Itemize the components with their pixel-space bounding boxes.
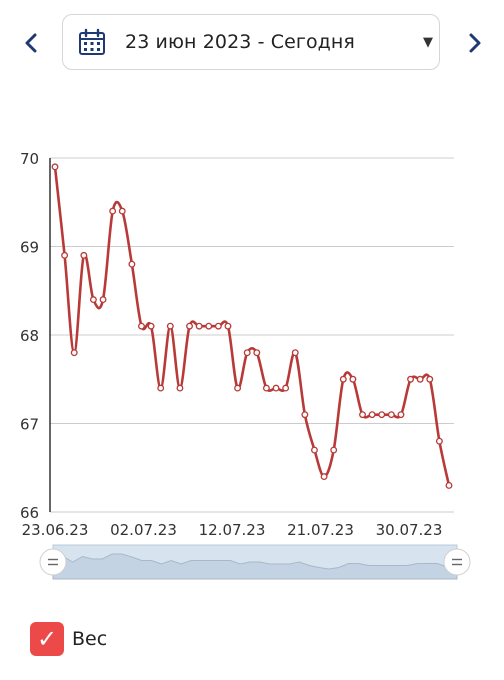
data-point [157,384,165,392]
data-point [118,207,126,215]
x-tick-label: 02.07.23 [110,521,177,539]
zoom-slider [39,544,471,580]
data-point [195,322,203,330]
data-point [70,349,78,357]
data-point [147,322,155,330]
y-tick-label: 66 [20,504,39,522]
weight-line-chart: 70 69 68 67 66 23.06.23 02.07.23 12.07.23 21.07… [20,150,471,580]
zoom-handle-left[interactable] [39,548,67,576]
chevron-left-icon [25,33,37,53]
next-period-button[interactable] [460,26,490,60]
data-point [416,375,424,383]
data-point [80,251,88,259]
data-point [301,411,309,419]
data-point [234,384,242,392]
data-point [166,322,174,330]
data-point [243,349,251,357]
data-points [51,163,453,489]
data-point [214,322,222,330]
checkmark-icon: ✓ [36,625,58,653]
y-tick-label: 70 [20,150,39,168]
data-point [291,349,299,357]
x-tick-label: 21.07.23 [287,521,354,539]
data-point [378,411,386,419]
data-point [186,322,193,330]
y-tick-label: 67 [20,416,39,434]
chevron-right-icon [469,33,481,53]
data-point [224,322,232,330]
data-point [407,375,415,383]
y-tick-label: 68 [20,327,39,345]
data-point [205,322,213,330]
zoom-handle-knob[interactable] [39,548,67,576]
data-point [272,384,280,392]
data-point [330,446,338,454]
legend-series-label: Вес [72,628,108,650]
data-point [349,375,357,383]
previous-period-button[interactable] [16,26,46,60]
date-range-select[interactable]: 23 июн 2023 - Сегодня ▼ [62,14,440,70]
data-point [99,296,107,304]
legend: ✓ Вес [30,622,107,656]
x-axis-tick-labels: 23.06.23 02.07.23 12.07.23 21.07.23 30.07.23 [22,521,443,539]
data-point [368,411,376,419]
data-point [109,207,117,215]
data-point [128,260,136,268]
data-point [339,375,347,383]
grid-lines [50,157,454,513]
data-point [262,384,270,392]
zoom-handle-knob[interactable] [443,548,471,576]
y-axis-tick-labels: 70 69 68 67 66 [20,150,39,522]
zoom-slider-preview [52,550,458,580]
data-point [311,446,318,454]
x-tick-label: 30.07.23 [376,521,443,539]
data-point [397,411,405,419]
data-point [282,384,290,392]
y-tick-label: 69 [20,239,39,257]
data-point [435,437,443,445]
data-point [51,163,59,171]
data-point [138,322,145,330]
date-range-label: 23 июн 2023 - Сегодня [125,31,355,53]
data-point [253,349,261,357]
dropdown-caret-icon: ▼ [423,35,433,50]
data-point [426,375,434,383]
data-point [89,296,97,304]
series-toggle-checkbox[interactable]: ✓ [30,622,64,656]
x-tick-label: 23.06.23 [22,521,89,539]
data-point [387,411,395,419]
data-point [176,384,184,392]
data-point [359,411,366,419]
zoom-handle-right[interactable] [443,548,471,576]
weight-series-line [53,166,451,486]
x-tick-label: 12.07.23 [199,521,266,539]
data-point [320,473,328,481]
data-point [445,482,453,489]
calendar-icon [79,28,105,55]
data-point [61,251,69,259]
